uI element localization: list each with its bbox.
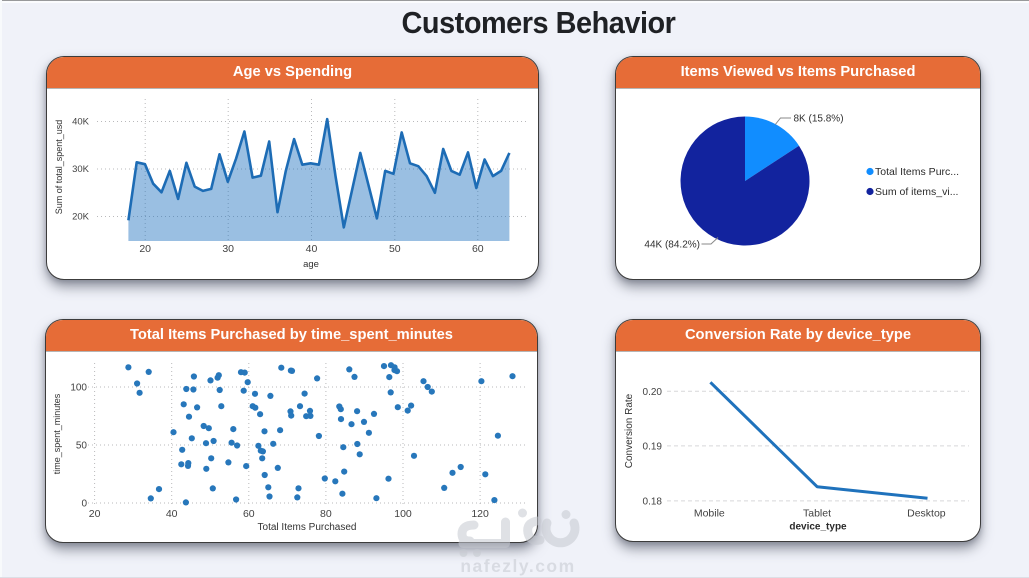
svg-text:8K (15.8%): 8K (15.8%) bbox=[794, 114, 844, 125]
svg-text:Conversion Rate: Conversion Rate bbox=[624, 393, 635, 468]
svg-text:time_spent_minutes: time_spent_minutes bbox=[52, 393, 62, 474]
svg-text:age: age bbox=[303, 259, 319, 270]
svg-text:Tablet: Tablet bbox=[803, 508, 831, 520]
svg-text:50: 50 bbox=[389, 243, 401, 255]
svg-text:Total Items Purc...: Total Items Purc... bbox=[875, 166, 959, 178]
svg-text:Sum of items_vi...: Sum of items_vi... bbox=[875, 186, 958, 198]
svg-text:30: 30 bbox=[222, 243, 234, 255]
svg-text:60: 60 bbox=[472, 243, 484, 255]
svg-text:30K: 30K bbox=[72, 164, 90, 175]
svg-text:Desktop: Desktop bbox=[907, 508, 946, 520]
svg-text:0.19: 0.19 bbox=[643, 441, 663, 452]
svg-text:Mobile: Mobile bbox=[694, 508, 725, 520]
svg-text:100: 100 bbox=[394, 508, 412, 520]
svg-text:20: 20 bbox=[89, 508, 101, 520]
svg-text:20: 20 bbox=[139, 243, 151, 255]
svg-text:0: 0 bbox=[81, 499, 87, 510]
svg-text:60: 60 bbox=[243, 508, 255, 520]
svg-text:Sum of total_spent_usd: Sum of total_spent_usd bbox=[54, 120, 64, 215]
svg-text:50: 50 bbox=[76, 441, 88, 452]
svg-text:44K (84.2%): 44K (84.2%) bbox=[644, 240, 700, 251]
svg-text:100: 100 bbox=[70, 383, 87, 394]
svg-text:120: 120 bbox=[471, 508, 489, 520]
svg-text:40: 40 bbox=[166, 508, 178, 520]
svg-text:40: 40 bbox=[306, 243, 318, 255]
svg-text:80: 80 bbox=[320, 508, 332, 520]
svg-text:0.20: 0.20 bbox=[643, 387, 663, 398]
svg-text:device_type: device_type bbox=[789, 522, 847, 533]
svg-text:20K: 20K bbox=[72, 212, 90, 223]
svg-text:Total Items Purchased: Total Items Purchased bbox=[258, 522, 357, 533]
svg-text:40K: 40K bbox=[72, 117, 90, 128]
svg-text:0.18: 0.18 bbox=[643, 496, 663, 507]
svg-text:nafezly.com: nafezly.com bbox=[460, 556, 575, 576]
